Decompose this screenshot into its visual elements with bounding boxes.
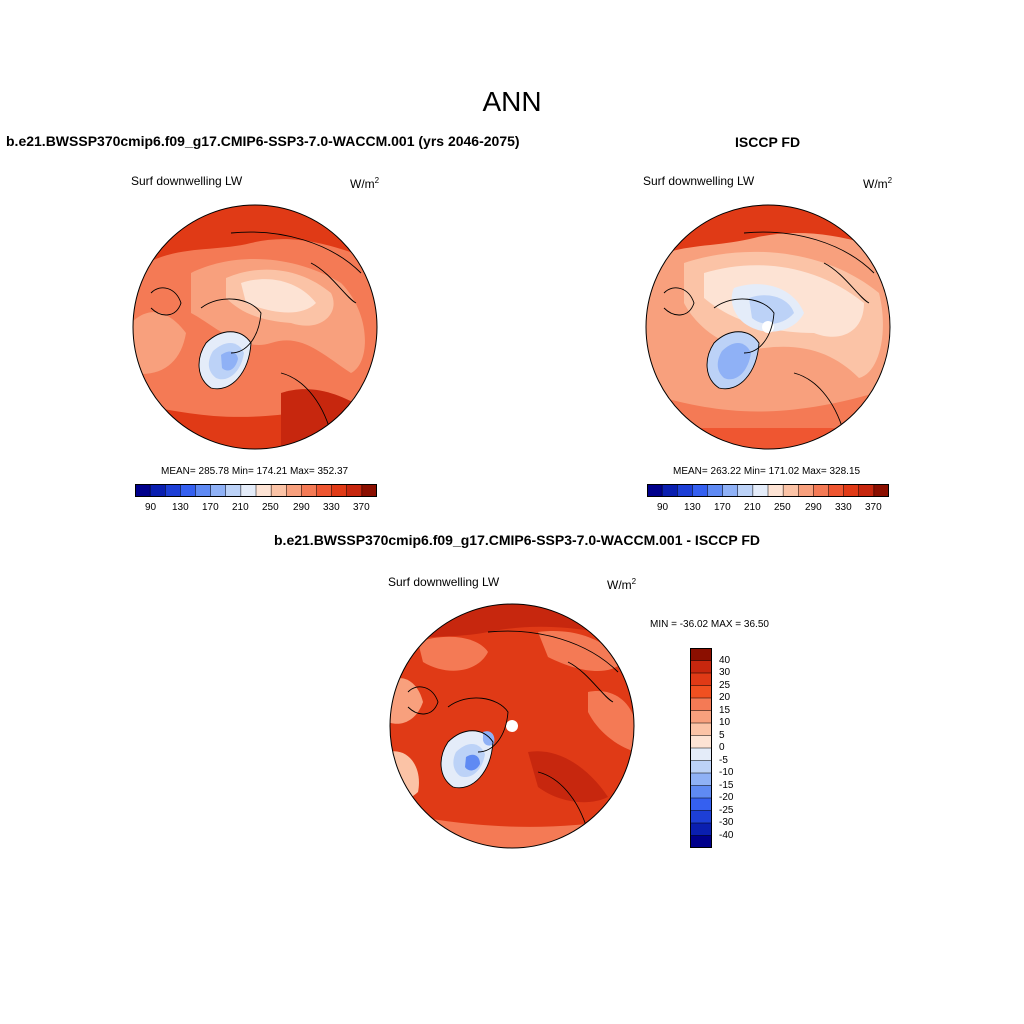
- colorbar-swatch: [647, 484, 663, 497]
- colorbar-swatch: [255, 484, 272, 497]
- colorbar-swatch: [195, 484, 212, 497]
- colorbar-swatch: [690, 747, 712, 762]
- diff-colorbar-tick: -40: [719, 829, 734, 841]
- obs-colorbar-tick: 170: [714, 502, 731, 513]
- colorbar-swatch: [135, 484, 151, 497]
- colorbar-swatch: [873, 484, 889, 497]
- diff-units-label: W/m2: [607, 577, 637, 592]
- colorbar-swatch: [180, 484, 197, 497]
- colorbar-swatch: [690, 697, 712, 712]
- colorbar-swatch: [782, 484, 799, 497]
- obs-polar-map: [645, 204, 891, 450]
- obs-colorbar-tick: 330: [835, 502, 852, 513]
- diff-colorbar-tick: -20: [719, 792, 734, 803]
- colorbar-swatch: [690, 648, 712, 662]
- colorbar-swatch: [813, 484, 830, 497]
- colorbar-swatch: [828, 484, 845, 497]
- diff-colorbar-tick: -15: [719, 779, 734, 791]
- colorbar-swatch: [690, 685, 712, 699]
- obs-colorbar-tick: 210: [744, 502, 761, 513]
- colorbar-swatch: [346, 484, 363, 497]
- obs-units-label: W/m2: [863, 176, 893, 191]
- diff-colorbar-tick: 40: [719, 654, 731, 666]
- colorbar-swatch: [286, 484, 302, 497]
- model-colorbar-tick: 250: [262, 502, 279, 513]
- model-colorbar-tick: 330: [323, 502, 340, 513]
- colorbar-swatch: [722, 484, 739, 497]
- colorbar-swatch: [690, 735, 712, 749]
- diff-colorbar-tick: -25: [719, 804, 734, 816]
- diff-colorbar: [690, 648, 712, 848]
- model-units-label: W/m2: [350, 176, 380, 191]
- diff-colorbar-tick: 5: [719, 729, 725, 741]
- diff-colorbar-tick: -5: [719, 754, 728, 766]
- colorbar-swatch: [690, 672, 712, 687]
- model-colorbar: [135, 484, 377, 497]
- colorbar-swatch: [690, 810, 712, 824]
- model-colorbar-tick: 290: [293, 502, 310, 513]
- colorbar-swatch: [690, 722, 712, 737]
- colorbar-swatch: [661, 484, 678, 497]
- colorbar-swatch: [690, 772, 712, 787]
- diff-colorbar-tick: 25: [719, 679, 731, 691]
- model-case-title: b.e21.BWSSP370cmip6.f09_g17.CMIP6-SSP3-7…: [6, 133, 520, 149]
- diff-stats: MIN = -36.02 MAX = 36.50: [650, 619, 769, 630]
- colorbar-swatch: [690, 710, 712, 724]
- colorbar-swatch: [677, 484, 693, 497]
- diff-colorbar-tick: -30: [719, 817, 734, 828]
- diff-colorbar-tick: 10: [719, 717, 731, 728]
- model-colorbar-tick: 90: [145, 502, 157, 513]
- colorbar-swatch: [316, 484, 333, 497]
- colorbar-swatch: [707, 484, 724, 497]
- model-stats: MEAN= 285.78 Min= 174.21 Max= 352.37: [161, 466, 349, 477]
- obs-colorbar-tick: 370: [865, 502, 882, 513]
- colorbar-swatch: [690, 660, 712, 674]
- diff-colorbar-tick: 30: [719, 667, 731, 678]
- diff-colorbar-tick: 15: [719, 704, 731, 716]
- diff-case-title: b.e21.BWSSP370cmip6.f09_g17.CMIP6-SSP3-7…: [274, 532, 761, 548]
- model-colorbar-tick: 370: [353, 502, 370, 513]
- colorbar-swatch: [301, 484, 318, 497]
- obs-variable-label: Surf downwelling LW: [643, 174, 755, 188]
- colorbar-swatch: [858, 484, 875, 497]
- diff-colorbar-tick: 20: [719, 692, 731, 703]
- diff-variable-label: Surf downwelling LW: [388, 575, 500, 589]
- colorbar-swatch: [692, 484, 709, 497]
- colorbar-swatch: [165, 484, 181, 497]
- obs-stats: MEAN= 263.22 Min= 171.02 Max= 328.15: [673, 466, 861, 477]
- diff-colorbar-tick: -10: [719, 767, 734, 778]
- diff-polar-map: [389, 603, 635, 849]
- colorbar-swatch: [690, 797, 712, 812]
- obs-colorbar-tick: 90: [657, 502, 669, 513]
- diff-colorbar-tick: 0: [719, 742, 725, 753]
- colorbar-swatch: [225, 484, 242, 497]
- obs-colorbar-tick: 130: [684, 502, 701, 513]
- colorbar-swatch: [690, 835, 712, 848]
- colorbar-swatch: [210, 484, 227, 497]
- colorbar-swatch: [270, 484, 287, 497]
- colorbar-swatch: [690, 785, 712, 799]
- colorbar-swatch: [361, 484, 377, 497]
- colorbar-swatch: [331, 484, 348, 497]
- obs-colorbar-tick: 290: [805, 502, 822, 513]
- model-colorbar-tick: 210: [232, 502, 249, 513]
- colorbar-swatch: [767, 484, 784, 497]
- figure-title: ANN: [482, 86, 542, 117]
- model-polar-map: [132, 204, 378, 450]
- obs-colorbar: [647, 484, 889, 497]
- colorbar-swatch: [737, 484, 754, 497]
- colorbar-swatch: [752, 484, 769, 497]
- obs-colorbar-tick: 250: [774, 502, 791, 513]
- model-colorbar-tick: 130: [172, 502, 189, 513]
- colorbar-swatch: [798, 484, 814, 497]
- model-variable-label: Surf downwelling LW: [131, 174, 243, 188]
- colorbar-swatch: [240, 484, 257, 497]
- colorbar-swatch: [690, 822, 712, 837]
- colorbar-swatch: [690, 760, 712, 774]
- model-colorbar-tick: 170: [202, 502, 219, 513]
- colorbar-swatch: [149, 484, 166, 497]
- obs-case-title: ISCCP FD: [735, 134, 801, 150]
- colorbar-swatch: [843, 484, 860, 497]
